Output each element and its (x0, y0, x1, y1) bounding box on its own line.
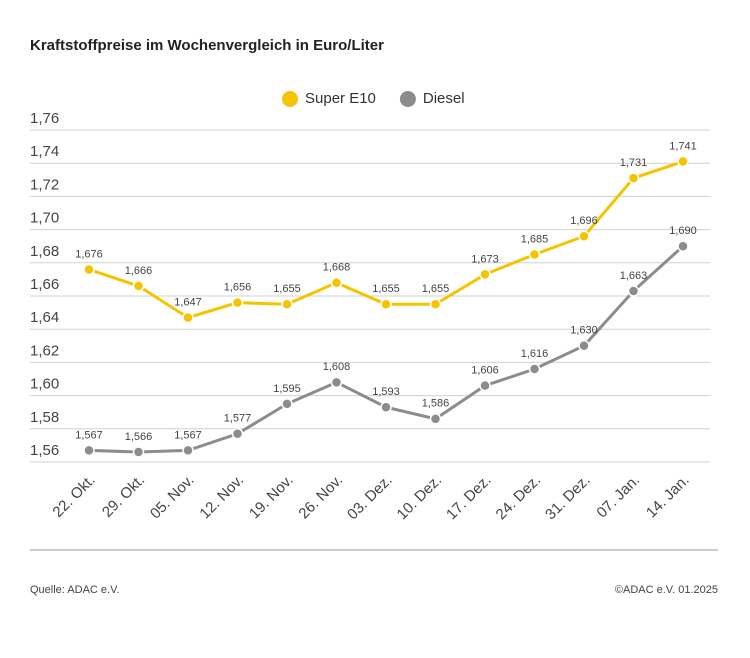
value-label: 1,567 (174, 429, 202, 441)
x-tick-label: 17. Dez. (443, 472, 495, 524)
x-tick-label: 07. Jan. (593, 472, 643, 522)
value-label: 1,595 (273, 383, 301, 395)
x-tick-label: 05. Nov. (147, 472, 198, 523)
x-tick-label: 31. Dez. (542, 472, 594, 524)
data-point (330, 276, 343, 289)
data-point (528, 363, 541, 375)
value-label: 1,630 (570, 325, 598, 337)
value-label: 1,663 (620, 270, 648, 282)
value-label: 1,685 (521, 233, 549, 245)
data-point (231, 296, 244, 309)
data-point (182, 311, 194, 324)
x-tick-label: 10. Dez. (394, 472, 446, 524)
data-point (677, 240, 689, 252)
legend-marker (399, 91, 416, 107)
value-label: 1,690 (669, 225, 697, 237)
data-point (83, 263, 95, 276)
copyright: ©ADAC e.V. 01.2025 (615, 584, 718, 596)
value-label: 1,673 (471, 253, 499, 265)
data-point (132, 446, 145, 458)
data-point (330, 376, 343, 389)
value-label: 1,655 (422, 283, 450, 295)
data-point (627, 285, 640, 297)
value-label: 1,731 (620, 157, 648, 169)
chart-title: Kraftstoffpreise im Wochenvergleich in E… (30, 37, 384, 54)
legend-label: Diesel (423, 90, 465, 107)
data-point (479, 268, 491, 281)
data-point (281, 398, 293, 410)
value-label: 1,608 (323, 361, 351, 373)
y-tick-label: 1,62 (30, 342, 59, 359)
value-label: 1,668 (323, 262, 351, 274)
data-point (677, 155, 689, 168)
value-label: 1,647 (174, 296, 202, 308)
value-label: 1,577 (224, 413, 252, 425)
x-tick-label: 03. Dez. (344, 472, 396, 524)
data-point (231, 428, 244, 440)
legend-marker (282, 91, 298, 107)
value-label: 1,616 (521, 348, 549, 360)
data-point (83, 444, 95, 457)
y-tick-label: 1,74 (30, 143, 59, 160)
y-tick-label: 1,72 (30, 176, 59, 193)
x-tick-label: 12. Nov. (196, 472, 247, 523)
x-tick-label: 24. Dez. (493, 472, 545, 524)
y-tick-label: 1,70 (30, 210, 59, 227)
data-point (479, 379, 491, 392)
data-point (380, 298, 392, 311)
x-tick-label: 22. Okt. (49, 472, 98, 521)
legend-label: Super E10 (305, 90, 376, 107)
value-label: 1,586 (422, 398, 450, 410)
value-label: 1,606 (471, 365, 499, 377)
x-tick-label: 14. Jan. (643, 472, 693, 522)
x-tick-label: 29. Okt. (99, 472, 148, 521)
data-point (281, 298, 293, 311)
value-label: 1,666 (125, 265, 153, 277)
value-label: 1,655 (273, 283, 301, 295)
value-label: 1,741 (669, 140, 697, 152)
y-tick-label: 1,58 (30, 409, 59, 426)
y-tick-label: 1,60 (30, 376, 59, 393)
source: Quelle: ADAC e.V. (30, 584, 119, 596)
data-point (578, 230, 590, 242)
data-point (578, 340, 590, 352)
value-label: 1,566 (125, 431, 153, 443)
data-point (528, 248, 541, 261)
value-label: 1,655 (372, 283, 400, 295)
y-tick-label: 1,64 (30, 309, 59, 326)
series-line (88, 245, 685, 454)
data-point (182, 444, 194, 457)
value-label: 1,593 (372, 386, 400, 398)
value-label: 1,696 (570, 215, 598, 227)
data-point (627, 172, 640, 184)
y-tick-label: 1,76 (30, 110, 59, 127)
x-tick-label: 19. Nov. (246, 472, 297, 523)
y-tick-label: 1,68 (30, 243, 59, 260)
value-label: 1,567 (75, 429, 103, 441)
y-tick-label: 1,66 (30, 276, 59, 293)
value-label: 1,676 (75, 248, 103, 260)
data-point (429, 298, 442, 311)
x-tick-label: 26. Nov. (295, 472, 346, 523)
data-point (380, 401, 392, 413)
value-label: 1,656 (224, 282, 252, 294)
data-point (429, 413, 442, 425)
data-point (132, 280, 145, 292)
y-tick-label: 1,56 (30, 442, 59, 459)
